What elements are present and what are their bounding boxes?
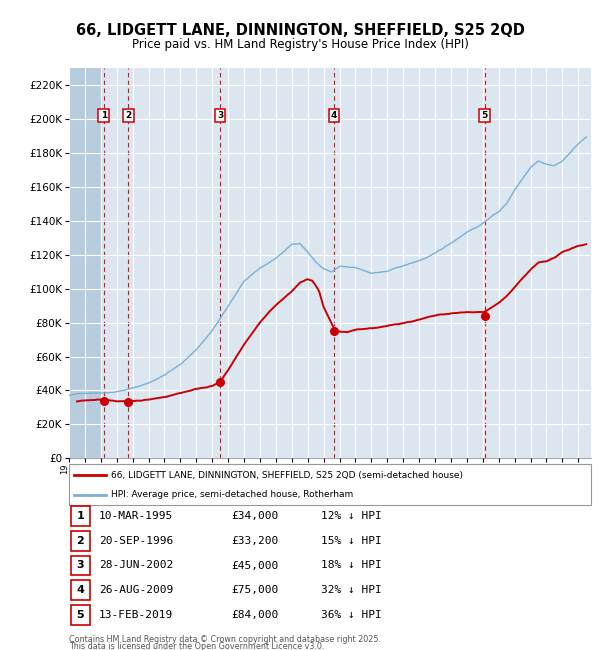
Text: 2: 2 [77,536,84,546]
Text: 18% ↓ HPI: 18% ↓ HPI [321,560,382,571]
Text: £75,000: £75,000 [231,585,278,595]
Text: 12% ↓ HPI: 12% ↓ HPI [321,511,382,521]
Text: 10-MAR-1995: 10-MAR-1995 [99,511,173,521]
Text: 3: 3 [217,111,223,120]
Text: £34,000: £34,000 [231,511,278,521]
Text: Price paid vs. HM Land Registry's House Price Index (HPI): Price paid vs. HM Land Registry's House … [131,38,469,51]
Text: 28-JUN-2002: 28-JUN-2002 [99,560,173,571]
Text: 3: 3 [77,560,84,571]
FancyBboxPatch shape [71,605,90,625]
Text: 2: 2 [125,111,131,120]
Text: 5: 5 [77,610,84,620]
FancyBboxPatch shape [69,464,591,505]
Text: 15% ↓ HPI: 15% ↓ HPI [321,536,382,546]
Text: Contains HM Land Registry data © Crown copyright and database right 2025.: Contains HM Land Registry data © Crown c… [69,634,381,644]
FancyBboxPatch shape [71,580,90,600]
Text: This data is licensed under the Open Government Licence v3.0.: This data is licensed under the Open Gov… [69,642,325,650]
Text: 20-SEP-1996: 20-SEP-1996 [99,536,173,546]
Text: HPI: Average price, semi-detached house, Rotherham: HPI: Average price, semi-detached house,… [111,490,353,499]
Text: £84,000: £84,000 [231,610,278,620]
Text: 66, LIDGETT LANE, DINNINGTON, SHEFFIELD, S25 2QD: 66, LIDGETT LANE, DINNINGTON, SHEFFIELD,… [76,23,524,38]
Text: 1: 1 [77,511,84,521]
FancyBboxPatch shape [71,531,90,551]
Text: 4: 4 [76,585,85,595]
Text: 32% ↓ HPI: 32% ↓ HPI [321,585,382,595]
FancyBboxPatch shape [71,506,90,526]
Text: 1: 1 [101,111,107,120]
FancyBboxPatch shape [71,556,90,575]
Text: 5: 5 [482,111,488,120]
Text: 4: 4 [331,111,337,120]
Text: 36% ↓ HPI: 36% ↓ HPI [321,610,382,620]
Text: 26-AUG-2009: 26-AUG-2009 [99,585,173,595]
Text: £45,000: £45,000 [231,560,278,571]
Text: £33,200: £33,200 [231,536,278,546]
Text: 13-FEB-2019: 13-FEB-2019 [99,610,173,620]
Text: 66, LIDGETT LANE, DINNINGTON, SHEFFIELD, S25 2QD (semi-detached house): 66, LIDGETT LANE, DINNINGTON, SHEFFIELD,… [111,471,463,480]
Bar [69,68,101,458]
